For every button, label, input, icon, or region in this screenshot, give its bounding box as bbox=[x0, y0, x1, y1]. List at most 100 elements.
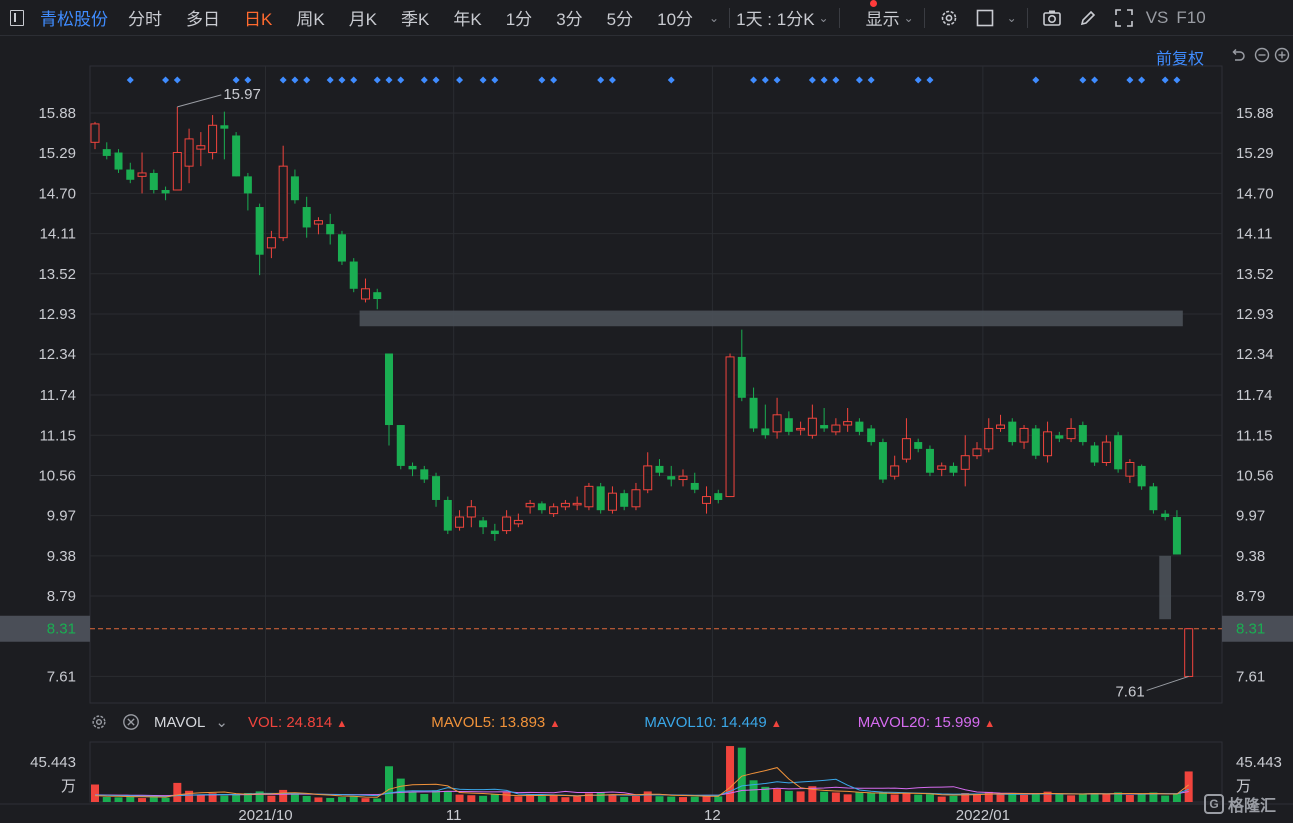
period-tab-3min[interactable]: 3分 bbox=[556, 10, 583, 29]
candle-body-up bbox=[1066, 427, 1076, 440]
candle-body-down bbox=[490, 530, 499, 535]
candle-body-up bbox=[890, 465, 900, 477]
display-menu[interactable]: 显示 bbox=[865, 10, 900, 29]
mavol10-readout: MAVOL10: 14.449 ▲ bbox=[644, 714, 781, 731]
candle-body-down bbox=[326, 224, 335, 235]
candle-body-up bbox=[502, 516, 512, 532]
candle-body-up bbox=[901, 438, 911, 460]
volume-bar-up bbox=[1020, 794, 1029, 802]
layout-square-icon[interactable] bbox=[974, 7, 996, 29]
volume-bar-up bbox=[631, 795, 640, 802]
signal-marker bbox=[126, 76, 134, 84]
zoom-out-icon[interactable] bbox=[1254, 47, 1270, 63]
volume-bar-up bbox=[502, 792, 511, 802]
volume-bar-down bbox=[1078, 793, 1087, 802]
candle-body-up bbox=[937, 465, 947, 470]
y-tick-label-left: 13.52 bbox=[38, 266, 76, 283]
display-chevron-icon[interactable]: ⌄ bbox=[903, 10, 914, 25]
period-tab-monthly[interactable]: 月K bbox=[348, 10, 378, 29]
signal-marker bbox=[397, 76, 405, 84]
volume-bar-up bbox=[91, 784, 99, 802]
volume-bar-down bbox=[1008, 793, 1017, 802]
y-tick-label-left: 9.38 bbox=[47, 548, 76, 565]
axis-labels: 15.88 15.88 15.29 15.29 14.70 14.70 14.11 14.11… bbox=[30, 86, 1282, 823]
volume-bar-up bbox=[314, 797, 323, 802]
compare-vs-button[interactable]: VS bbox=[1145, 7, 1169, 27]
screenshot-camera-icon[interactable] bbox=[1041, 7, 1063, 29]
candle-body-down bbox=[537, 503, 546, 511]
volume-bar-down bbox=[161, 797, 170, 802]
volume-bar-up bbox=[996, 794, 1005, 802]
volume-bar-down bbox=[1114, 792, 1123, 802]
volume-bar-down bbox=[220, 795, 229, 802]
period-tab-daily[interactable]: 日K bbox=[244, 10, 273, 29]
period-tab-yearly[interactable]: 年K bbox=[453, 10, 482, 29]
y-tick-label-left: 10.56 bbox=[38, 467, 76, 484]
period-tab-weekly[interactable]: 周K bbox=[296, 10, 325, 29]
undo-icon[interactable] bbox=[1230, 47, 1246, 63]
signal-marker bbox=[1173, 76, 1181, 84]
x-tick-label: 2021/10 bbox=[238, 807, 292, 823]
fullscreen-icon[interactable] bbox=[1113, 7, 1135, 29]
volume-bar-down bbox=[396, 778, 405, 802]
zoom-in-icon[interactable] bbox=[1274, 47, 1290, 63]
volume-bar-up bbox=[679, 797, 687, 802]
period-tab-10min[interactable]: 10分 bbox=[657, 10, 694, 29]
volume-bar-up bbox=[455, 794, 464, 802]
signal-marker bbox=[456, 76, 464, 84]
x-tick-label: 12 bbox=[704, 807, 721, 823]
volume-bar-up bbox=[1102, 793, 1111, 802]
dual-period-selector[interactable]: 1天 : 1分K bbox=[736, 10, 815, 29]
candle-body-down bbox=[620, 493, 629, 507]
chart-grid bbox=[0, 65, 1293, 805]
period-tab-multiday[interactable]: 多日 bbox=[186, 10, 220, 29]
volume-bar-down bbox=[114, 797, 123, 802]
candlesticks bbox=[90, 106, 1194, 677]
candle-body-down bbox=[784, 418, 793, 432]
volume-bar-down bbox=[443, 791, 452, 802]
candle-body-up bbox=[996, 424, 1006, 429]
draw-pencil-icon[interactable] bbox=[1077, 7, 1099, 29]
indicator-chevron-icon[interactable]: ⌄ bbox=[215, 714, 228, 731]
period-tab-quarterly[interactable]: 季K bbox=[401, 10, 430, 29]
period-tab-1min[interactable]: 1分 bbox=[505, 10, 533, 29]
indicator-close-icon[interactable] bbox=[122, 713, 140, 731]
y-tick-label-right: 13.52 bbox=[1236, 266, 1274, 283]
layout-chevron-icon[interactable]: ⌄ bbox=[1006, 10, 1017, 25]
candle-body-up bbox=[455, 516, 465, 528]
f10-button[interactable]: F10 bbox=[1176, 7, 1206, 27]
period-tab-5min[interactable]: 5分 bbox=[606, 10, 634, 29]
current-price-box-right bbox=[1222, 615, 1293, 642]
volume-bar-down bbox=[1161, 795, 1170, 802]
dual-period-chevron-icon[interactable]: ⌄ bbox=[818, 10, 829, 25]
candle-body-down bbox=[655, 465, 664, 473]
indicator-name[interactable]: MAVOL bbox=[154, 713, 206, 731]
vol-label: VOL: bbox=[247, 713, 283, 731]
volume-bar-up bbox=[702, 795, 711, 802]
period-tab-intraday[interactable]: 分时 bbox=[128, 10, 162, 29]
mavol20-label: MAVOL20: bbox=[857, 713, 930, 731]
candle-body-down bbox=[690, 482, 699, 490]
volume-bar-down bbox=[855, 792, 864, 802]
candle-body-up bbox=[572, 502, 582, 506]
panel-toggle-icon[interactable] bbox=[10, 9, 24, 26]
kline-chart[interactable]: 15.88 15.88 15.29 15.29 14.70 14.70 14.11 14.11… bbox=[0, 36, 1293, 823]
settings-gear-icon[interactable] bbox=[938, 7, 960, 29]
volume-bar-down bbox=[867, 793, 876, 802]
volume-bar-up bbox=[267, 795, 276, 802]
indicator-settings-icon[interactable] bbox=[90, 713, 108, 731]
candle-body-down bbox=[432, 476, 441, 500]
y-tick-label-right: 14.11 bbox=[1236, 226, 1272, 243]
volume-bar-up bbox=[961, 793, 970, 802]
mavol5-line bbox=[94, 767, 1190, 798]
y-tick-label-right: 12.34 bbox=[1236, 346, 1274, 363]
more-periods-chevron-icon[interactable]: ⌄ bbox=[709, 10, 720, 25]
low-annotation-line bbox=[1146, 675, 1189, 691]
candle-body-up bbox=[208, 124, 218, 154]
y-tick-label-right: 14.70 bbox=[1236, 185, 1274, 202]
stock-name[interactable]: 青松股份 bbox=[40, 10, 108, 29]
price-adjust-mode[interactable]: 前复权 bbox=[1156, 51, 1205, 68]
candle-body-down bbox=[1172, 517, 1181, 555]
signal-marker bbox=[808, 76, 816, 84]
signal-marker bbox=[820, 76, 828, 84]
